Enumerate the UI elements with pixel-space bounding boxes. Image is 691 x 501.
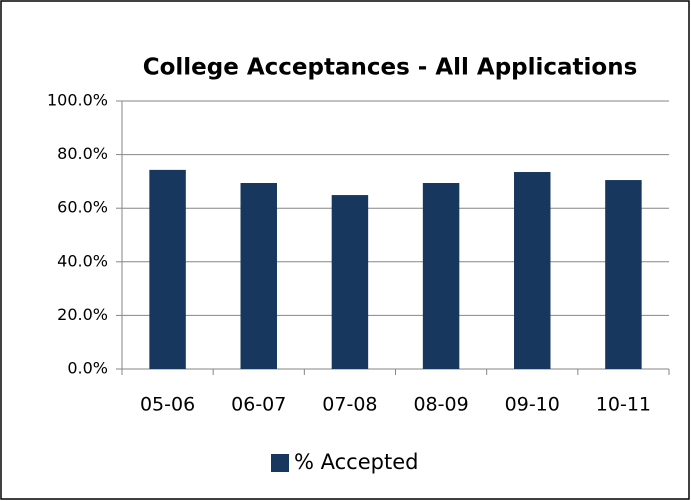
legend-label: % Accepted xyxy=(294,450,418,474)
y-tick-label: 20.0% xyxy=(57,305,108,324)
legend-swatch xyxy=(271,454,289,472)
y-tick-label: 40.0% xyxy=(57,251,108,270)
bar xyxy=(331,195,369,369)
bar xyxy=(240,183,277,369)
y-tick-label: 0.0% xyxy=(67,359,108,378)
x-tick-label: 09-10 xyxy=(505,394,560,416)
bar xyxy=(422,183,460,369)
bar xyxy=(605,180,642,369)
y-tick-label: 80.0% xyxy=(57,144,108,163)
y-tick-label: 60.0% xyxy=(57,198,108,217)
x-tick-label: 07-08 xyxy=(322,394,377,416)
chart-title: College Acceptances - All Applications xyxy=(143,55,638,81)
x-tick-label: 10-11 xyxy=(596,394,651,416)
bar xyxy=(149,169,186,369)
x-tick-label: 05-06 xyxy=(140,394,195,416)
y-tick-label: 100.0% xyxy=(47,91,108,110)
x-tick-label: 06-07 xyxy=(231,394,286,416)
x-tick-label: 08-09 xyxy=(413,394,468,416)
bar xyxy=(514,172,551,369)
